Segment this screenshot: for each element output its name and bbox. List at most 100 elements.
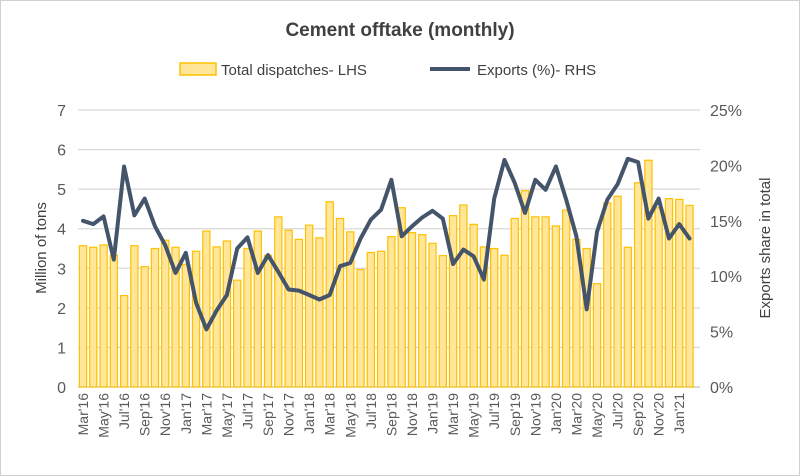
bar — [150, 247, 160, 388]
bar — [541, 216, 550, 388]
bar — [366, 251, 376, 388]
x-tick-label: Jul'16 — [116, 393, 132, 429]
bar — [685, 204, 694, 388]
y-tick-label: 7 — [57, 103, 66, 120]
bar — [644, 159, 653, 388]
x-tick-label: Sep'16 — [137, 393, 153, 436]
bar — [253, 230, 262, 388]
bar — [438, 255, 448, 388]
y-tick-label: 3 — [57, 261, 66, 278]
x-tick-label: Mar'16 — [75, 393, 91, 436]
bar — [623, 246, 633, 388]
bar — [675, 198, 684, 388]
y-tick-label: 4 — [57, 222, 66, 239]
bar — [119, 294, 129, 388]
bar — [520, 190, 530, 388]
y-tick-label: 0 — [57, 380, 66, 397]
y-tick-label: 6 — [57, 143, 66, 160]
x-tick-label: Jan'20 — [548, 393, 564, 434]
x-tick-label: Nov'17 — [281, 393, 297, 436]
bar — [263, 254, 273, 388]
x-tick-label: Nov'18 — [404, 393, 420, 436]
bar — [109, 254, 119, 388]
bar — [274, 216, 283, 388]
bar — [459, 204, 468, 388]
bar — [202, 230, 211, 388]
bar — [448, 215, 458, 388]
exports-line — [81, 156, 692, 332]
x-tick-label: May'16 — [96, 393, 112, 438]
y2-tick-label: 0% — [710, 380, 733, 397]
bar — [551, 225, 561, 388]
bar — [500, 254, 509, 388]
legend-swatch-bar — [179, 62, 217, 76]
x-tick-label: May'20 — [589, 393, 605, 438]
x-tick-label: Jul'18 — [363, 393, 379, 429]
bar — [418, 234, 427, 388]
x-tick-label: Jan'21 — [671, 393, 687, 434]
x-tick-label: Sep'20 — [630, 393, 646, 436]
y-tick-label: 5 — [57, 182, 66, 199]
bar — [603, 202, 612, 388]
bar — [140, 266, 149, 388]
bar — [294, 238, 304, 388]
x-tick-label: Nov'20 — [651, 393, 667, 436]
y-tick-label: 2 — [57, 301, 66, 318]
bar — [531, 216, 540, 388]
x-tick-label: Mar'17 — [198, 393, 214, 436]
x-tick-label: Jul'17 — [239, 393, 255, 429]
y-axis-label: Million of tons — [33, 202, 50, 294]
bar — [633, 182, 643, 388]
bar — [161, 239, 170, 388]
bar — [428, 242, 437, 388]
x-tick-label: Nov'19 — [527, 393, 543, 436]
bar — [171, 246, 180, 388]
y2-tick-label: 10% — [710, 269, 742, 286]
x-tick-label: Jan'17 — [178, 393, 194, 434]
bar — [397, 207, 406, 388]
bar — [356, 268, 365, 388]
bar — [191, 250, 201, 388]
bar — [99, 244, 108, 388]
y-tick-label: 1 — [57, 340, 66, 357]
bar — [315, 237, 324, 388]
bar — [592, 283, 602, 388]
x-tick-label: May'18 — [342, 393, 358, 438]
x-tick-label: Mar'19 — [445, 393, 461, 436]
bar — [561, 209, 571, 388]
y2-tick-label: 25% — [710, 103, 742, 120]
bar — [130, 245, 139, 388]
chart-title: Cement offtake (monthly) — [285, 20, 514, 41]
bar — [387, 236, 396, 388]
x-tick-label: Nov'16 — [157, 393, 173, 436]
bar — [654, 207, 663, 388]
bar — [490, 247, 499, 388]
bar — [222, 240, 232, 388]
y2-axis-label: Exports share in total — [757, 178, 774, 319]
bar — [89, 246, 98, 388]
x-tick-label: Sep'17 — [260, 393, 276, 436]
x-tick-label: May'17 — [219, 393, 235, 438]
bar — [233, 279, 242, 388]
y2-tick-label: 20% — [710, 158, 742, 175]
bar — [613, 195, 622, 388]
x-tick-label: May'19 — [466, 393, 482, 438]
x-tick-label: Jul'19 — [486, 393, 502, 429]
legend-label-line: Exports (%)- RHS — [477, 62, 596, 79]
bar — [376, 250, 386, 388]
bar — [479, 246, 489, 388]
legend-label-bar: Total dispatches- LHS — [221, 62, 367, 79]
bar — [510, 217, 519, 388]
x-tick-label: Mar'20 — [568, 393, 584, 436]
bar — [335, 217, 345, 388]
legend: Total dispatches- LHS Exports (%)- RHS — [179, 62, 596, 79]
bar — [181, 263, 190, 388]
y2-tick-label: 15% — [710, 214, 742, 231]
bar — [664, 198, 674, 388]
bar — [78, 245, 88, 388]
x-tick-label: Mar'18 — [322, 393, 338, 436]
bar — [284, 229, 293, 388]
x-tick-label: Sep'18 — [383, 393, 399, 436]
bar — [469, 223, 478, 388]
